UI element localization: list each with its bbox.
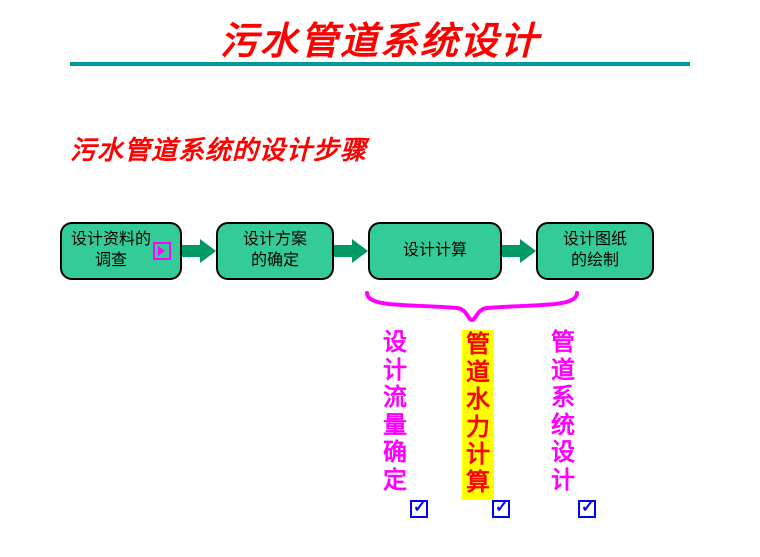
checked-icon [492,500,510,518]
brace [362,290,582,324]
arrow-icon [182,241,216,261]
arrow-icon [502,241,536,261]
flow-node-label: 设计方案 的确定 [243,230,307,272]
flow-node-label: 设计计算 [403,241,467,262]
arrow-icon [334,241,368,261]
flow-row: 设计资料的 调查 设计方案 的确定 设计计算 设计图纸 的绘制 [60,222,654,280]
flow-node-label: 设计图纸 的绘制 [563,230,627,272]
sub-step-2: 管 道 系 统 设 计 [548,330,578,496]
flow-node-n3: 设计计算 [368,222,502,280]
sub-step-1: 管 道 水 力 计 算 [462,330,494,500]
checked-icon [578,500,596,518]
play-icon [153,242,171,260]
flow-node-label: 设计资料的 调查 [71,230,151,272]
section-subtitle: 污水管道系统的设计步骤 [70,130,367,167]
checked-icon [410,500,428,518]
sub-step-0: 设 计 流 量 确 定 [380,330,410,496]
flow-node-n1: 设计资料的 调查 [60,222,182,280]
flow-node-n2: 设计方案 的确定 [216,222,334,280]
flow-node-n4: 设计图纸 的绘制 [536,222,654,280]
page-title: 污水管道系统设计 [0,10,760,65]
title-underline [70,62,690,66]
